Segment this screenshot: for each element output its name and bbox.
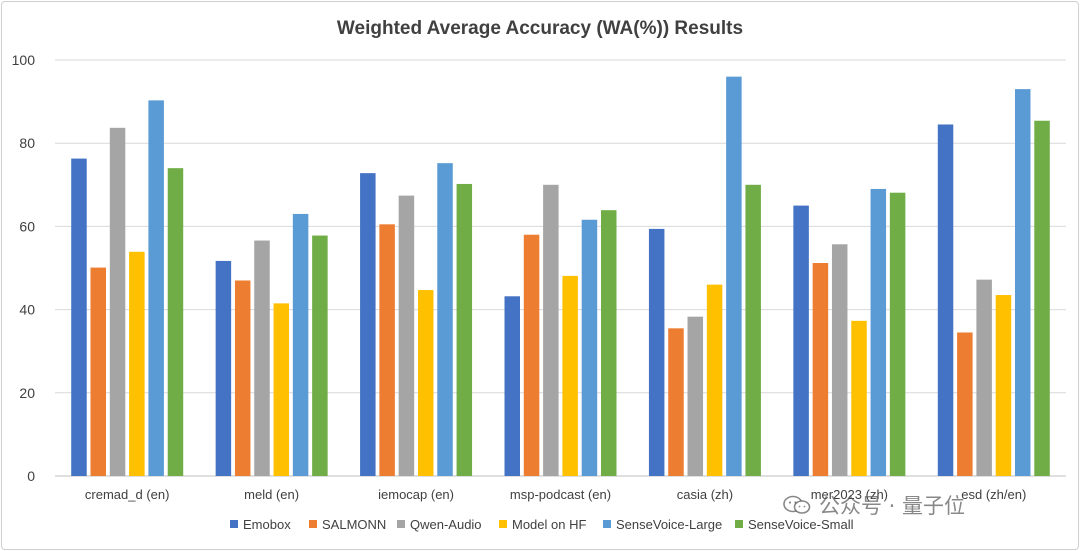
bar [234, 280, 251, 476]
bar [71, 158, 87, 476]
bar [1014, 89, 1031, 477]
bar [273, 303, 290, 476]
bar [90, 267, 107, 476]
bar [129, 251, 145, 476]
bar [957, 332, 973, 476]
bar [504, 296, 520, 476]
watermark-text: 公众号 · 量子位 [819, 494, 966, 518]
x-category-label: msp-podcast (en) [510, 487, 611, 502]
legend-swatch [230, 520, 238, 528]
x-category-label: meld (en) [244, 487, 299, 502]
legend-swatch [735, 520, 743, 528]
legend-label: SALMONN [322, 517, 386, 532]
bar [889, 192, 906, 476]
x-category-label: cremad_d (en) [85, 487, 170, 502]
y-tick-label: 0 [27, 468, 35, 484]
y-axis-ticks: 0 20 40 60 80 100 [12, 52, 36, 484]
bar [437, 163, 453, 477]
x-category-label: esd (zh/en) [961, 487, 1026, 502]
bar [360, 173, 376, 476]
bar [312, 235, 328, 476]
y-tick-label: 100 [12, 52, 36, 68]
bar [687, 316, 704, 476]
y-tick-label: 20 [19, 385, 35, 401]
bar [668, 328, 684, 476]
bar [215, 260, 232, 476]
bar [398, 195, 415, 476]
x-category-label: casia (zh) [677, 487, 733, 502]
wechat-icon [783, 495, 811, 514]
legend-swatch [499, 520, 507, 528]
bar [543, 184, 559, 477]
bars [71, 76, 1050, 477]
bar [1034, 120, 1050, 477]
legend-label: Model on HF [512, 517, 586, 532]
x-category-label: mer2023 (zh) [811, 487, 888, 502]
bar [745, 184, 761, 477]
bar [581, 219, 598, 477]
bar [148, 100, 164, 476]
bar [870, 188, 887, 476]
gridlines [55, 59, 1066, 477]
legend-label: SenseVoice-Large [616, 517, 722, 532]
bar [523, 234, 540, 476]
chart-title: Weighted Average Accuracy (WA(%)) Result… [337, 18, 743, 39]
bar [976, 279, 992, 476]
bar [812, 263, 829, 476]
x-category-label: iemocap (en) [378, 487, 454, 502]
bar [851, 320, 867, 476]
bar [379, 224, 395, 476]
legend-label: Qwen-Audio [410, 517, 482, 532]
bar [793, 205, 809, 476]
legend: Emobox SALMONN Qwen-Audio Model on HF SenseV… [230, 517, 854, 532]
bar [937, 124, 954, 476]
bar [995, 295, 1012, 476]
bar [417, 290, 434, 476]
legend-label: Emobox [243, 517, 291, 532]
bar [648, 228, 665, 476]
bar [706, 284, 723, 476]
bar [601, 210, 617, 476]
bar [167, 168, 184, 476]
legend-swatch [309, 520, 317, 528]
bar [562, 275, 578, 476]
watermark: 公众号 · 量子位 [783, 490, 965, 520]
bar [831, 244, 848, 476]
y-tick-label: 40 [19, 302, 35, 318]
legend-label: SenseVoice-Small [748, 517, 854, 532]
bar [456, 183, 473, 476]
legend-swatch [603, 520, 611, 528]
y-tick-label: 60 [19, 218, 35, 234]
y-tick-label: 80 [19, 135, 35, 151]
bar [254, 240, 270, 476]
bar [292, 213, 309, 477]
legend-swatch [397, 520, 405, 528]
x-axis-categories: cremad_d (en) meld (en) iemocap (en) msp-po… [85, 487, 1026, 502]
bar [109, 127, 126, 476]
bar [726, 76, 742, 476]
